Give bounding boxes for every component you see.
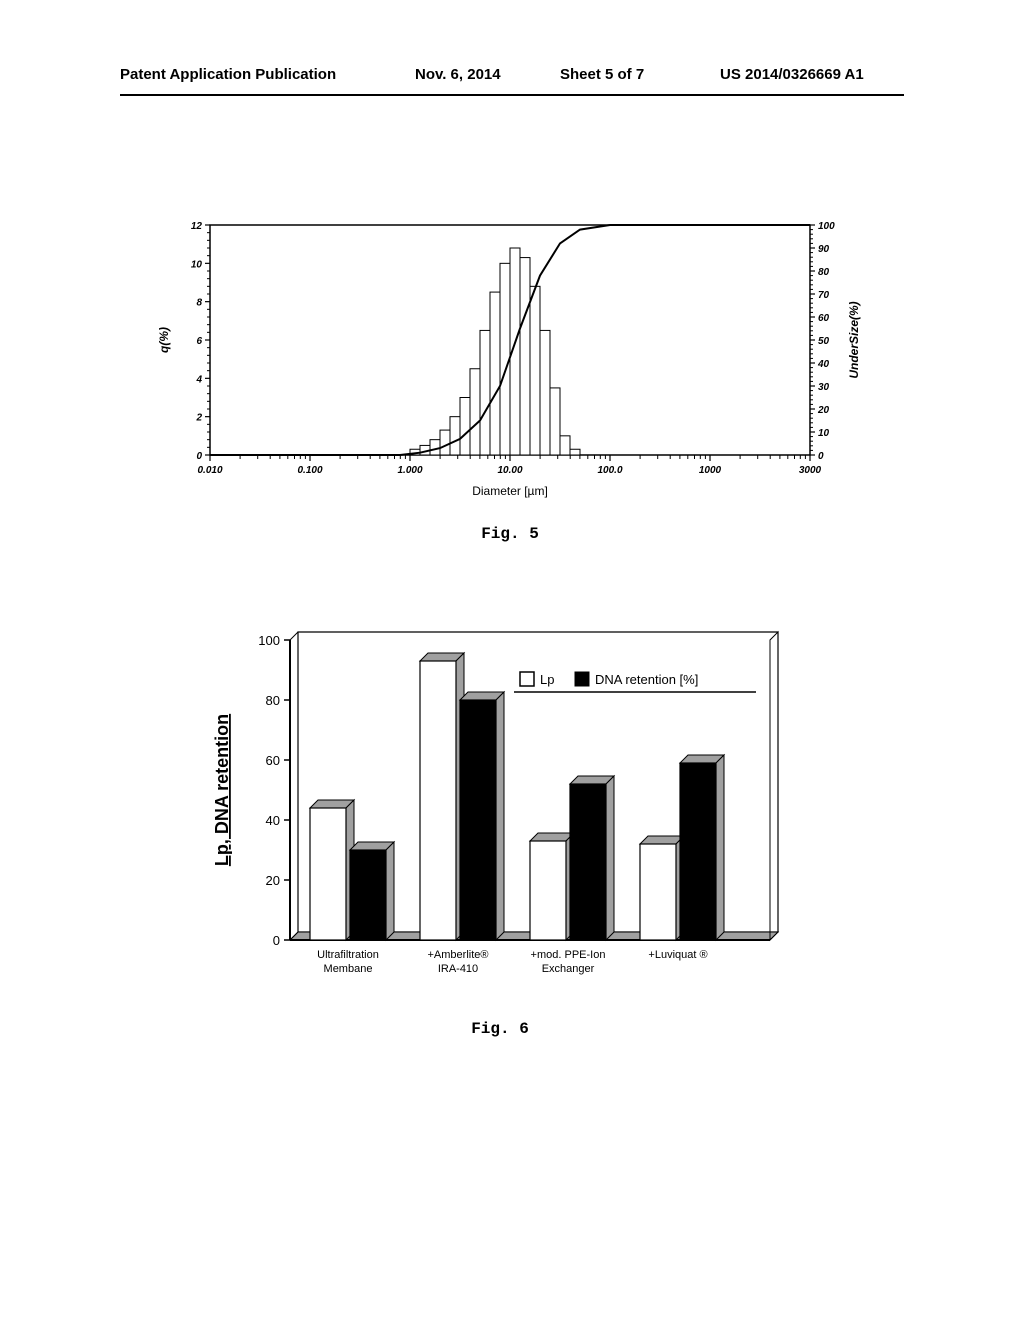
svg-text:0: 0: [273, 933, 280, 948]
pub-date: Nov. 6, 2014: [415, 66, 501, 83]
svg-text:3000: 3000: [799, 465, 822, 476]
svg-text:4: 4: [195, 374, 202, 385]
svg-text:10.00: 10.00: [497, 465, 522, 476]
fig5-chart: 0 2 4 6 8 10 12 0 10 20 30 40 50 60 70 80 90 100 0.010 0.10…: [150, 215, 870, 515]
svg-text:0: 0: [196, 451, 202, 462]
svg-text:Lp, DNA retention: Lp, DNA retention: [212, 714, 232, 866]
svg-text:2: 2: [195, 413, 202, 424]
svg-text:0.010: 0.010: [197, 465, 222, 476]
svg-text:70: 70: [818, 290, 830, 301]
svg-text:12: 12: [191, 221, 203, 232]
figure-5: 0 2 4 6 8 10 12 0 10 20 30 40 50 60 70 80 90 100 0.010 0.10…: [150, 215, 870, 545]
svg-text:80: 80: [818, 267, 830, 278]
svg-text:+Luviquat ®: +Luviquat ®: [648, 949, 707, 961]
svg-text:100: 100: [818, 221, 835, 232]
svg-text:+mod. PPE-Ion: +mod. PPE-Ion: [531, 949, 606, 961]
svg-text:30: 30: [818, 382, 830, 393]
svg-text:+Amberlite®: +Amberlite®: [428, 949, 489, 961]
svg-text:q(%): q(%): [157, 327, 171, 353]
svg-text:UnderSize(%): UnderSize(%): [847, 301, 861, 378]
page-header: Patent Application Publication Nov. 6, 2…: [0, 66, 1024, 94]
svg-text:IRA-410: IRA-410: [438, 963, 478, 975]
svg-text:10: 10: [191, 259, 203, 270]
svg-text:50: 50: [818, 336, 830, 347]
figure-6: 0 20 40 60 80 100 Lp, DNA retention Ultrafiltra…: [190, 625, 810, 1045]
page: Patent Application Publication Nov. 6, 2…: [0, 0, 1024, 1320]
svg-text:100.0: 100.0: [597, 465, 622, 476]
pub-number: US 2014/0326669 A1: [720, 66, 864, 83]
svg-text:60: 60: [266, 753, 280, 768]
fig6-caption: Fig. 6: [190, 1020, 810, 1038]
svg-text:6: 6: [196, 336, 202, 347]
svg-text:0: 0: [818, 451, 824, 462]
svg-text:40: 40: [266, 813, 280, 828]
svg-text:20: 20: [817, 405, 830, 416]
svg-text:8: 8: [196, 298, 202, 309]
svg-text:Exchanger: Exchanger: [542, 963, 595, 975]
fig5-caption: Fig. 5: [150, 525, 870, 543]
svg-text:Membane: Membane: [324, 963, 373, 975]
header-rule: [120, 94, 904, 96]
svg-text:DNA retention [%]: DNA retention [%]: [595, 672, 698, 687]
svg-text:40: 40: [817, 359, 830, 370]
svg-text:0.100: 0.100: [297, 465, 322, 476]
svg-text:80: 80: [266, 693, 280, 708]
svg-text:Diameter [µm]: Diameter [µm]: [472, 484, 548, 498]
svg-text:100: 100: [258, 633, 280, 648]
pub-type: Patent Application Publication: [120, 66, 336, 83]
svg-text:Lp: Lp: [540, 672, 554, 687]
svg-text:90: 90: [818, 244, 830, 255]
svg-text:1000: 1000: [699, 465, 722, 476]
svg-text:60: 60: [818, 313, 830, 324]
fig6-chart: 0 20 40 60 80 100 Lp, DNA retention Ultrafiltra…: [190, 625, 810, 1005]
sheet-number: Sheet 5 of 7: [560, 66, 644, 83]
svg-text:10: 10: [818, 428, 830, 439]
svg-text:20: 20: [266, 873, 280, 888]
svg-text:1.000: 1.000: [397, 465, 422, 476]
svg-text:Ultrafiltration: Ultrafiltration: [317, 949, 379, 961]
